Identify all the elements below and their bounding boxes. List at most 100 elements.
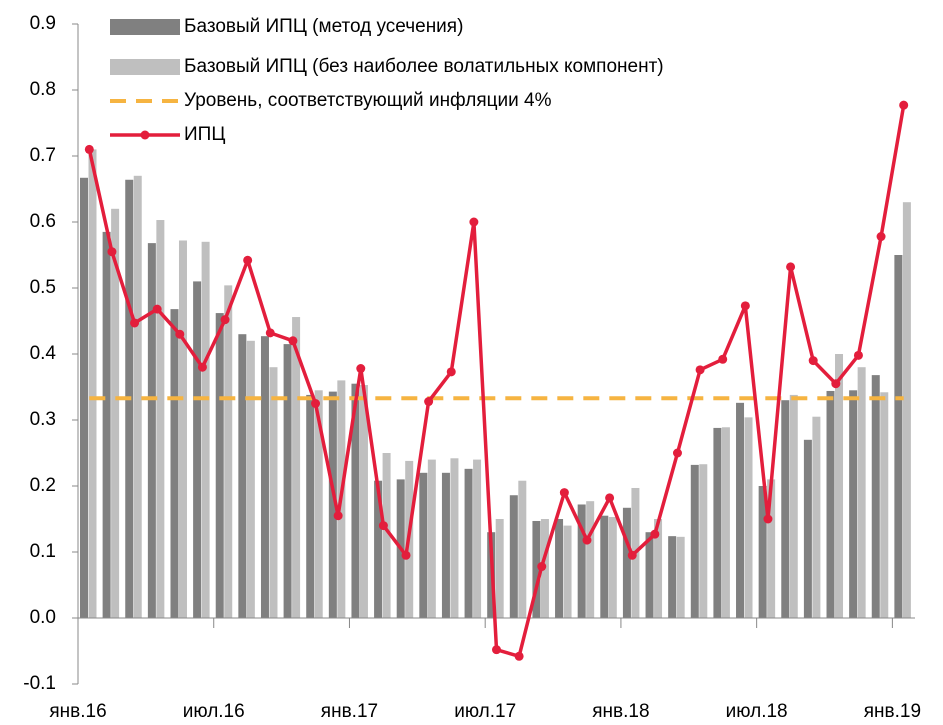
bar: [509, 495, 518, 618]
bar: [789, 394, 798, 618]
bar: [269, 367, 278, 618]
cpi-point: [627, 550, 637, 560]
legend-swatch: [110, 19, 180, 35]
y-tick-label: -0.1: [23, 673, 56, 694]
legend-label: Базовый ИПЦ (метод усечения): [184, 16, 463, 37]
bar: [292, 317, 301, 618]
cpi-point: [831, 379, 841, 389]
bar: [781, 400, 790, 618]
bar: [902, 202, 911, 618]
bar: [518, 480, 527, 618]
cpi-point: [786, 262, 796, 272]
bar: [699, 464, 708, 618]
cpi-point: [424, 397, 434, 407]
bar: [306, 394, 315, 618]
bar: [427, 459, 436, 618]
x-tick-label: янв.19: [864, 701, 921, 722]
bar: [532, 520, 541, 618]
bar: [600, 515, 609, 618]
bar: [473, 459, 482, 618]
cpi-point: [672, 448, 682, 458]
bar: [835, 354, 844, 618]
legend-label: Базовый ИПЦ (без наиболее волатильных ко…: [184, 56, 664, 77]
bar: [767, 479, 776, 618]
bar: [495, 519, 504, 618]
bar: [826, 390, 835, 618]
x-tick-label: июл.17: [454, 701, 516, 722]
bar: [201, 241, 210, 619]
cpi-point: [492, 645, 501, 655]
bar: [464, 468, 473, 618]
cpi-point: [130, 318, 140, 328]
bar: [314, 390, 323, 618]
legend-label: ИПЦ: [184, 124, 225, 145]
bar: [374, 480, 383, 618]
bar: [382, 453, 391, 618]
bar: [193, 281, 202, 618]
bar: [133, 175, 142, 619]
bar: [563, 525, 572, 618]
y-tick-label: 0.7: [30, 145, 56, 166]
bar: [224, 285, 233, 618]
bar: [111, 208, 120, 619]
cpi-point: [876, 232, 886, 242]
cpi-point: [808, 356, 818, 366]
bar: [849, 390, 858, 618]
bar: [744, 417, 753, 618]
cpi-point: [288, 336, 298, 346]
bar: [676, 536, 685, 618]
y-tick-label: 0.8: [30, 79, 56, 100]
bar: [586, 501, 595, 618]
bar: [608, 517, 617, 618]
y-tick-label: 0.5: [30, 277, 56, 298]
bar: [147, 243, 156, 618]
bar: [359, 385, 368, 618]
cpi-point: [740, 301, 750, 311]
bar: [419, 472, 428, 618]
cpi-point: [175, 329, 185, 339]
cpi-point: [401, 550, 411, 560]
x-tick-label: июл.16: [183, 701, 245, 722]
x-tick-label: янв.18: [592, 701, 649, 722]
y-tick-label: 0.1: [30, 541, 56, 562]
legend-swatch: [110, 59, 180, 75]
bar: [894, 255, 903, 618]
cpi-point: [446, 367, 456, 377]
y-tick-label: 0.9: [30, 13, 56, 34]
x-tick-label: июл.18: [726, 701, 788, 722]
cpi-point: [695, 365, 705, 375]
cpi-point: [356, 364, 366, 374]
bar: [645, 532, 654, 618]
cpi-point: [853, 350, 863, 360]
y-tick-label: 0.2: [30, 475, 56, 496]
y-tick-label: 0.0: [30, 607, 56, 628]
legend-marker: [140, 130, 150, 140]
bar: [713, 427, 722, 618]
cpi-point: [537, 562, 547, 572]
bar: [654, 519, 663, 618]
bar: [441, 472, 450, 618]
cpi-point: [514, 651, 524, 661]
bar: [156, 220, 165, 618]
bar: [857, 367, 866, 618]
cpi-point: [265, 328, 275, 338]
bar: [803, 439, 812, 618]
bar: [812, 416, 821, 618]
cpi-point: [605, 493, 615, 503]
cpi-point: [582, 535, 592, 545]
bar: [450, 458, 459, 618]
bar: [871, 375, 880, 618]
cpi-point: [763, 514, 773, 524]
x-tick-label: янв.16: [49, 701, 106, 722]
bar: [577, 504, 586, 618]
cpi-point: [84, 144, 94, 154]
y-tick-label: 0.6: [30, 211, 56, 232]
cpi-point: [333, 511, 343, 521]
cpi-point: [650, 529, 660, 539]
bar: [351, 383, 360, 618]
cpi-point: [378, 521, 388, 531]
y-tick-label: 0.4: [30, 343, 57, 364]
cpi-point: [107, 247, 117, 257]
bar: [88, 149, 97, 618]
